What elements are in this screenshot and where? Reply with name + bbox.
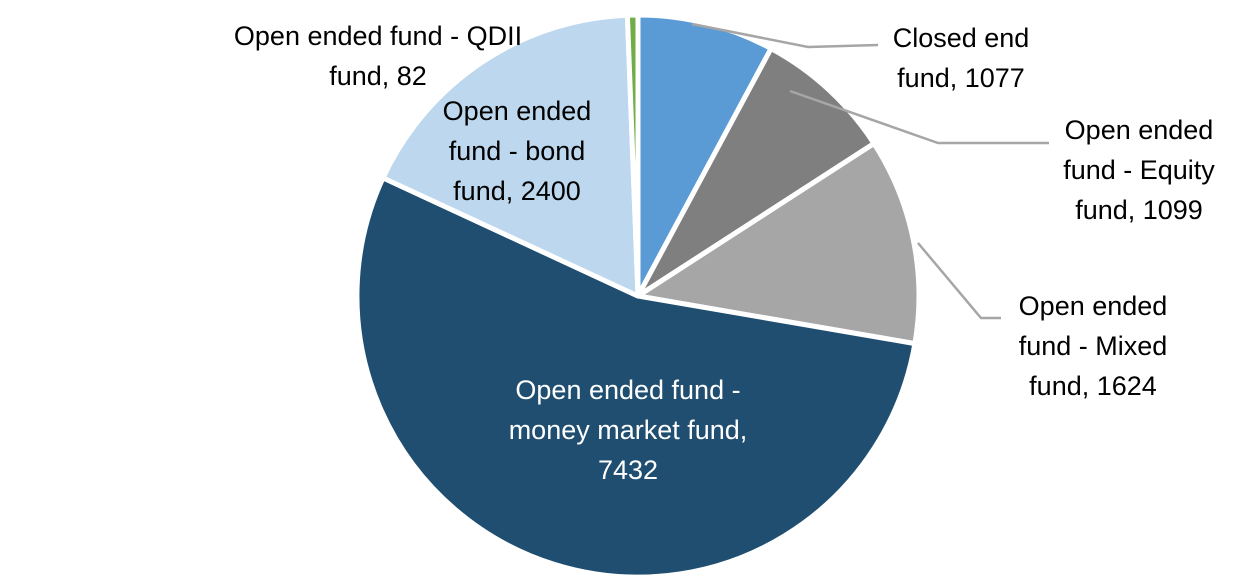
label-line: money market fund, (508, 415, 748, 445)
data-label-open-ended-fund-bond-fund: Open ended fund - bond fund, 2400 (443, 91, 592, 211)
pie-slice-closed-end-fund (635, 12, 774, 299)
data-label-open-ended-fund-money-market-fund: Open ended fund - money market fund, 743… (509, 370, 748, 490)
data-label-open-ended-fund-mixed-fund: Open ended fund - Mixed fund, 1624 (1019, 286, 1168, 406)
label-line: Open ended (1064, 115, 1214, 145)
label-line: fund, 2400 (453, 176, 581, 206)
pie-slice-open-ended-fund-equity-fund (635, 46, 877, 299)
label-line: fund, 1077 (897, 63, 1025, 93)
pie-slice-open-ended-fund-money-market-fund (354, 175, 918, 580)
label-line: Open ended fund - QDII (233, 21, 523, 51)
pie-slice-open-ended-fund-mixed-fund (635, 141, 922, 347)
pie-slice-open-ended-fund-qdii-fund (624, 12, 641, 299)
leader-line-closed-end-fund (691, 22, 879, 49)
data-label-closed-end-fund: Closed end fund, 1077 (893, 18, 1030, 98)
leader-line-open-ended-fund-equity-fund (789, 89, 1049, 145)
label-line: Open ended fund - (515, 375, 741, 405)
data-label-open-ended-fund-equity-fund: Open ended fund - Equity fund, 1099 (1063, 110, 1215, 230)
label-line: Open ended (1018, 291, 1168, 321)
label-line: fund - Mixed (1018, 331, 1168, 361)
label-line: fund - bond (448, 136, 586, 166)
label-line: fund, 1624 (1029, 371, 1157, 401)
label-line: fund, 82 (329, 61, 427, 91)
data-label-open-ended-fund-qdii-fund: Open ended fund - QDII fund, 82 (234, 16, 522, 96)
label-line: Open ended (442, 96, 592, 126)
pie-slice-open-ended-fund-bond-fund (380, 12, 641, 299)
label-line: 7432 (597, 455, 659, 485)
label-line: fund, 1099 (1075, 195, 1203, 225)
leader-line-open-ended-fund-mixed-fund (917, 242, 1001, 320)
label-line: Closed end (892, 23, 1030, 53)
label-line: fund - Equity (1063, 155, 1215, 185)
